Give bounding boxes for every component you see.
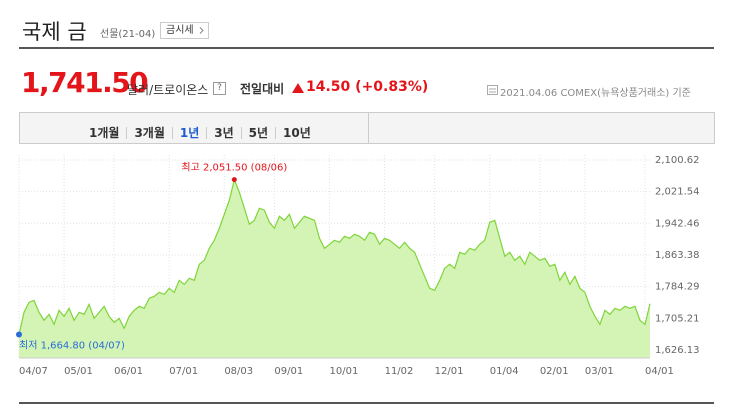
x-tick-label: 06/01 [114,366,143,377]
divider [19,47,714,49]
tab[interactable]: 1개월 [89,126,120,140]
price: 1,741.50 [21,66,149,99]
price-button[interactable]: 금시세 [160,22,209,39]
bottom-line [19,402,714,404]
tab[interactable]: 5년 [240,127,275,139]
tab[interactable]: 3년 [206,127,240,139]
y-tick-label: 2,021.54 [655,187,700,198]
x-tick-label: 03/01 [585,366,614,377]
source: 2021.04.06 COMEX(뉴욕상품거래소) 기준 [500,84,691,99]
x-tick-label: 04/07 [19,366,48,377]
change-pct: (+0.83%) [355,79,429,95]
x-tick-label: 07/01 [169,366,198,377]
tab[interactable]: 10년 [275,127,318,139]
x-tick-label: 12/01 [435,366,464,377]
low-label: 최저 1,664.80 (04/07) [19,339,125,351]
tab[interactable]: 3개월 [126,127,171,139]
x-tick-label: 09/01 [274,366,303,377]
y-tick-label: 1,863.38 [655,250,700,261]
high-label: 최고 2,051.50 (08/06) [181,162,287,174]
x-tick-label: 04/01 [645,366,674,377]
x-tick-label: 01/04 [490,366,519,377]
change-label: 전일대비 [240,82,285,96]
y-tick-label: 2,100.62 [655,155,700,166]
y-tick-label: 1,626.13 [655,345,700,356]
x-tick-label: 10/01 [329,366,358,377]
line [18,177,651,335]
x-tick-label: 11/02 [385,366,414,377]
tab-bar: 1개월 3개월 1년 3년 5년 10년 [19,112,715,144]
button-text: 금시세 [166,25,194,36]
low-marker [16,331,22,338]
chevron [199,27,204,34]
x-tick-label: 05/01 [64,366,93,377]
change: 14.50 (+0.83%) [306,79,428,95]
y-tick-label: 1,942.46 [655,218,700,229]
tab[interactable]: 1년 [171,127,206,139]
help-icon[interactable]: ? [213,82,226,95]
y-tick-label: 1,784.29 [655,282,700,293]
title: 국제 금 [22,20,87,44]
change-value: 14.50 [306,79,351,95]
source-text: COMEX(뉴욕상품거래소) 기준 [560,88,691,99]
date-icon [487,85,498,95]
tabs: 1개월 3개월 1년 3년 5년 10년 [82,122,318,141]
up-arrow [292,83,304,93]
date: 2021.04.06 [500,88,558,99]
x-tick-label: 02/01 [540,366,569,377]
unit: 달러/트로이온스 [127,83,209,97]
tab-divider [368,113,369,143]
y-tick-label: 1,705.21 [655,313,700,324]
x-tick-label: 08/03 [224,366,253,377]
area [19,179,650,358]
high-marker [231,177,237,183]
subtitle: 선물(21-04) [100,29,156,40]
